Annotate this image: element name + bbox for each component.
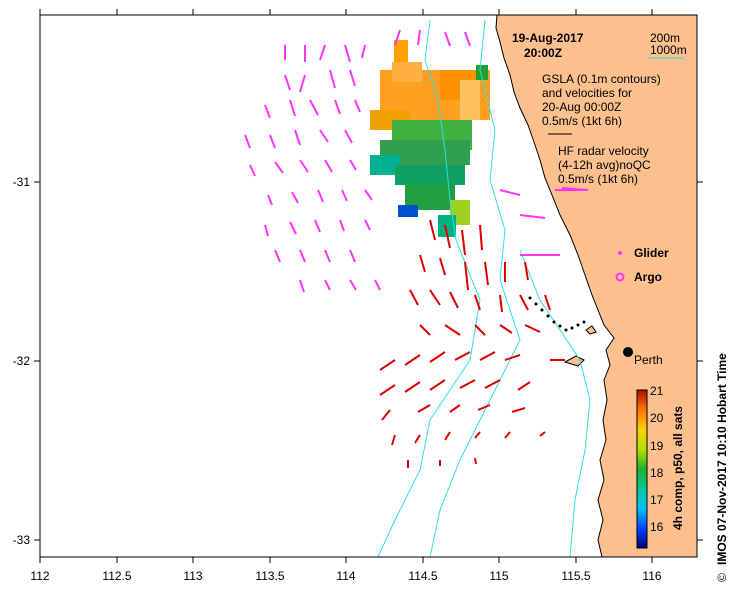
gsla-legend-line-1: GSLA (0.1m contours) <box>542 72 661 86</box>
colorbar-label: 4h comp, p50, all sats <box>671 406 685 530</box>
city-label: Perth <box>634 353 663 367</box>
gsla-legend-line-2: and velocities for <box>542 86 632 100</box>
colorbar-tick-18: 18 <box>650 466 664 480</box>
glider-label: Glider <box>634 246 669 260</box>
hf-scale-arrow <box>561 187 589 191</box>
glider-icon <box>618 251 622 255</box>
plot-frame <box>39 14 698 558</box>
glider-track <box>528 296 586 332</box>
y-tick-33: -33 <box>13 533 31 547</box>
map-date: 19-Aug-2017 <box>512 31 584 45</box>
colorbar-tick-19: 19 <box>650 439 664 453</box>
island-small <box>585 325 597 335</box>
x-tick-112: 112 <box>30 569 49 583</box>
colorbar-tick-20: 20 <box>650 411 664 425</box>
x-tick-114-5: 114.5 <box>408 569 437 583</box>
x-tick-114: 114 <box>336 569 355 583</box>
legend-1000m: 1000m <box>650 43 687 57</box>
x-tick-113-5: 113.5 <box>255 569 284 583</box>
y-tick-32: -32 <box>13 354 31 368</box>
colorbar <box>636 389 648 549</box>
argo-label: Argo <box>634 270 662 284</box>
x-axis <box>39 9 653 563</box>
legend-200m: 200m <box>650 31 680 45</box>
perth-marker <box>623 347 633 357</box>
argo-icon <box>615 272 625 282</box>
copyright-symbol: © <box>715 573 729 582</box>
hf-legend-line-1: HF radar velocity <box>558 144 649 158</box>
hf-legend-line-2: (4-12h avg)noQC <box>558 158 651 172</box>
bathymetry-contours <box>377 19 591 557</box>
colorbar-tick-17: 17 <box>650 493 664 507</box>
colorbar-tick-21: 21 <box>650 384 664 398</box>
y-tick-labels: -31 -32 -33 <box>13 175 31 547</box>
x-tick-labels: 112 112.5 113 113.5 114 114.5 115 115.5 … <box>30 569 661 583</box>
hf-radar-vectors <box>244 29 585 293</box>
gsla-vectors <box>379 219 565 468</box>
gsla-legend-line-4: 0.5m/s (1kt 6h) <box>542 114 622 128</box>
hf-legend-line-3: 0.5m/s (1kt 6h) <box>558 172 638 186</box>
x-tick-113: 113 <box>183 569 202 583</box>
x-tick-115: 115 <box>489 569 508 583</box>
x-tick-115-5: 115.5 <box>561 569 590 583</box>
y-axis <box>34 181 703 541</box>
gsla-legend-line-3: 20-Aug 00:00Z <box>542 100 621 114</box>
x-tick-112-5: 112.5 <box>102 569 131 583</box>
y-tick-31: -31 <box>13 175 31 189</box>
colorbar-tick-16: 16 <box>650 520 664 534</box>
x-tick-116: 116 <box>642 569 661 583</box>
map-time: 20:00Z <box>524 46 562 60</box>
credit-text: IMOS 07-Nov-2017 10:10 Hobart Time <box>715 353 729 565</box>
colorbar-ticks: 21 20 19 18 17 16 <box>650 384 664 534</box>
